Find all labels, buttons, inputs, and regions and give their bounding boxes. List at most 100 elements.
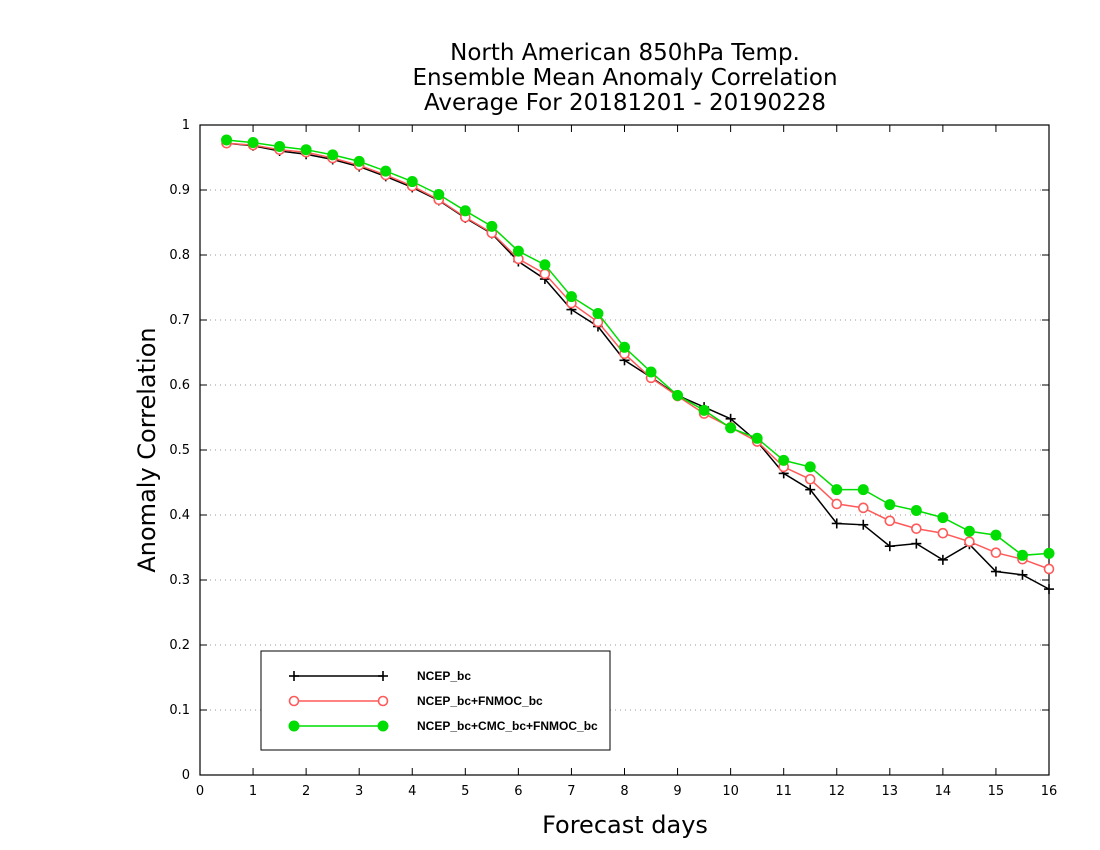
legend-marker-end-0 bbox=[378, 671, 388, 681]
gridlines bbox=[200, 189, 1049, 711]
x-tick-label-13: 13 bbox=[882, 784, 899, 799]
series-0-point-27 bbox=[937, 554, 948, 565]
x-axis-title: Forecast days bbox=[542, 811, 708, 839]
chart-title-line-1: North American 850hPa Temp. bbox=[450, 40, 800, 66]
series-line-1 bbox=[226, 142, 1050, 570]
series-2-point-12 bbox=[539, 259, 551, 271]
series-2-point-18 bbox=[698, 404, 710, 416]
series-1-point-29 bbox=[990, 547, 1002, 559]
series-1-point-25 bbox=[884, 515, 896, 527]
series-2-point-11 bbox=[512, 245, 524, 257]
legend-marker-end-2 bbox=[377, 720, 389, 732]
series-2-point-2 bbox=[274, 140, 286, 152]
series-2-point-3 bbox=[300, 144, 312, 156]
x-tick-label-8: 8 bbox=[620, 784, 628, 799]
x-tick-label-14: 14 bbox=[935, 784, 952, 799]
series-2-point-21 bbox=[778, 454, 790, 466]
series-2-point-16 bbox=[645, 366, 657, 378]
legend-label-0: NCEP_bc bbox=[417, 669, 471, 683]
x-tick-label-0: 0 bbox=[196, 784, 204, 799]
y-axis-ticks: 0 0.1 0.2 0.3 0.4 0.5 0.6 0.7 0.8 0.9 1 bbox=[169, 118, 1049, 783]
series-0-point-30 bbox=[1017, 569, 1028, 580]
series-2-point-9 bbox=[459, 205, 471, 217]
series-2-point-23 bbox=[831, 484, 843, 496]
y-tick-label-4: 0.4 bbox=[169, 508, 190, 523]
series-1-point-27 bbox=[937, 527, 949, 539]
x-tick-label-16: 16 bbox=[1041, 784, 1058, 799]
series-2-point-24 bbox=[857, 484, 869, 496]
legend-marker-start-1 bbox=[288, 695, 300, 707]
series-0-point-31 bbox=[1044, 584, 1054, 595]
y-tick-label-6: 0.6 bbox=[169, 378, 190, 393]
series-0-point-29 bbox=[990, 566, 1001, 577]
series-2 bbox=[221, 134, 1055, 561]
series-layer bbox=[221, 134, 1055, 595]
series-2-point-28 bbox=[963, 525, 975, 537]
series-1-point-26 bbox=[911, 523, 922, 534]
x-tick-label-7: 7 bbox=[567, 784, 575, 799]
series-line-2 bbox=[226, 139, 1050, 557]
series-2-point-31 bbox=[1043, 547, 1055, 559]
series-2-point-0 bbox=[221, 134, 233, 146]
y-tick-label-8: 0.8 bbox=[169, 248, 190, 263]
series-1-point-28 bbox=[964, 536, 975, 547]
x-tick-label-12: 12 bbox=[828, 784, 845, 799]
series-0-point-23 bbox=[831, 518, 842, 529]
legend-label-1: NCEP_bc+FNMOC_bc bbox=[417, 694, 543, 708]
series-2-point-27 bbox=[937, 512, 949, 524]
series-2-point-7 bbox=[406, 176, 418, 188]
series-2-point-17 bbox=[672, 389, 684, 401]
series-2-point-13 bbox=[565, 291, 577, 303]
series-2-point-22 bbox=[804, 461, 816, 473]
y-tick-label-1: 0.1 bbox=[169, 703, 190, 718]
y-tick-label-0: 0 bbox=[182, 768, 190, 783]
y-axis-title: Anomaly Correlation bbox=[133, 327, 161, 572]
y-tick-label-3: 0.3 bbox=[169, 573, 190, 588]
series-0-point-24 bbox=[858, 519, 869, 530]
series-2-point-14 bbox=[592, 308, 604, 319]
series-1 bbox=[221, 137, 1055, 575]
series-2-point-5 bbox=[353, 155, 365, 167]
series-2-point-25 bbox=[884, 499, 896, 511]
series-2-point-30 bbox=[1016, 549, 1028, 561]
chart-title-line-2: Ensemble Mean Anomaly Correlation bbox=[412, 65, 837, 91]
x-tick-label-10: 10 bbox=[722, 784, 739, 799]
x-tick-label-4: 4 bbox=[408, 784, 416, 799]
x-tick-label-6: 6 bbox=[514, 784, 522, 799]
series-2-point-4 bbox=[327, 149, 339, 161]
legend-marker-start-0 bbox=[289, 671, 299, 681]
x-tick-label-11: 11 bbox=[775, 784, 792, 799]
x-tick-label-3: 3 bbox=[355, 784, 363, 799]
series-2-point-8 bbox=[433, 189, 445, 201]
x-tick-label-9: 9 bbox=[673, 784, 681, 799]
series-2-point-19 bbox=[725, 422, 737, 434]
y-tick-label-7: 0.7 bbox=[169, 313, 190, 328]
series-1-point-31 bbox=[1043, 563, 1055, 575]
legend-marker-start-2 bbox=[288, 720, 300, 732]
series-2-point-1 bbox=[247, 137, 259, 149]
legend-marker-end-1 bbox=[377, 695, 389, 707]
series-1-point-24 bbox=[857, 502, 869, 514]
series-0-point-25 bbox=[884, 541, 895, 552]
series-0-point-26 bbox=[911, 538, 922, 549]
y-tick-label-10: 1 bbox=[182, 118, 190, 133]
series-2-point-6 bbox=[380, 165, 392, 177]
x-axis-ticks: 0 1 2 3 4 5 6 7 8 9 10 11 12 13 14 15 16 bbox=[196, 125, 1057, 799]
y-tick-label-2: 0.2 bbox=[169, 638, 190, 653]
x-tick-label-15: 15 bbox=[988, 784, 1005, 799]
x-tick-label-1: 1 bbox=[249, 784, 257, 799]
series-2-point-20 bbox=[751, 432, 763, 444]
series-2-point-10 bbox=[486, 220, 498, 232]
series-1-point-23 bbox=[831, 498, 843, 510]
x-tick-label-5: 5 bbox=[461, 784, 469, 799]
legend-label-2: NCEP_bc+CMC_bc+FNMOC_bc bbox=[417, 719, 598, 733]
series-1-point-12 bbox=[539, 268, 551, 280]
series-2-point-29 bbox=[990, 529, 1002, 541]
series-0-point-22 bbox=[805, 484, 816, 495]
y-tick-label-9: 0.9 bbox=[169, 183, 190, 198]
series-2-point-26 bbox=[910, 504, 922, 516]
chart-title-line-3: Average For 20181201 - 20190228 bbox=[424, 90, 826, 116]
series-2-point-15 bbox=[619, 341, 630, 353]
x-tick-label-2: 2 bbox=[302, 784, 310, 799]
